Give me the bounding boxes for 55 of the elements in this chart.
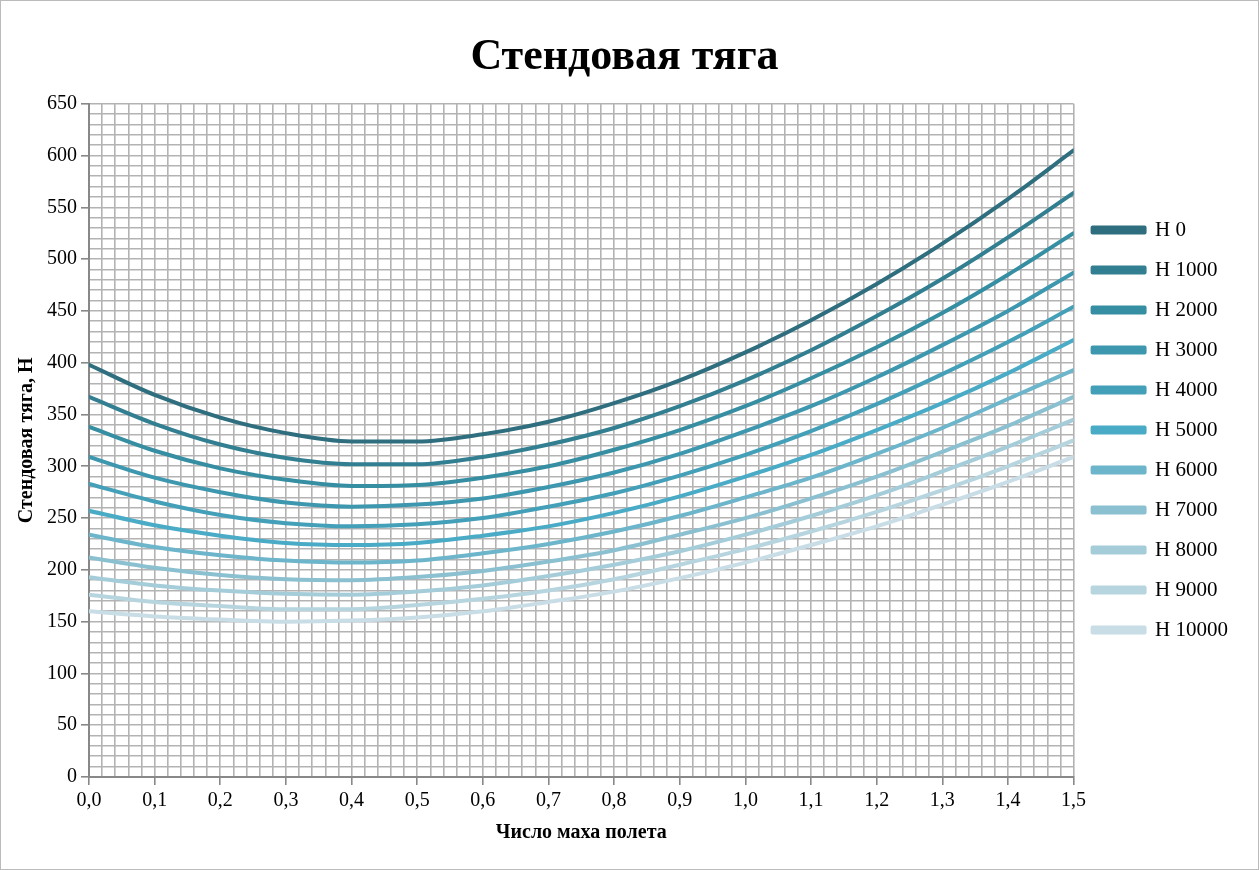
- legend-label: H 2000: [1155, 296, 1218, 321]
- x-tick-label: 0,4: [339, 788, 365, 811]
- x-axis-title: Число маха полета: [495, 820, 667, 843]
- y-tick-label: 600: [47, 142, 77, 165]
- line-series: [89, 394, 1074, 583]
- y-tick-label: 50: [57, 712, 77, 735]
- x-tick-label: 0,1: [142, 788, 168, 811]
- legend-label: H 8000: [1155, 536, 1218, 561]
- x-tick-label: 1,5: [1061, 788, 1087, 811]
- line-series: [89, 438, 1074, 612]
- line-series: [89, 367, 1074, 565]
- chart-title: Стендовая тяга: [470, 29, 779, 79]
- x-tick-label: 1,4: [995, 788, 1021, 811]
- y-tick-label: 200: [47, 557, 77, 580]
- x-tick-label: 1,2: [864, 788, 890, 811]
- line-series: [89, 417, 1074, 597]
- line-series: [89, 454, 1074, 624]
- y-tick-label: 450: [47, 298, 77, 321]
- x-tick-label: 1,1: [798, 788, 824, 811]
- x-tick-label: 0,5: [404, 788, 430, 811]
- line-series: [89, 148, 1074, 444]
- y-tick-label: 650: [47, 91, 77, 114]
- x-tick-label: 0,7: [535, 788, 561, 811]
- line-series: [89, 190, 1074, 467]
- x-tick-label: 0,8: [601, 788, 627, 811]
- x-tick-label: 0,9: [667, 788, 693, 811]
- x-tick-label: 0,0: [76, 788, 102, 811]
- x-tick-label: 1,0: [732, 788, 758, 811]
- legend-label: H 7000: [1155, 496, 1218, 521]
- line-series: [89, 304, 1074, 529]
- x-tick-label: 0,6: [470, 788, 496, 811]
- legend-label: H 1000: [1155, 256, 1218, 281]
- legend-label: H 4000: [1155, 376, 1218, 401]
- legend-label: H 9000: [1155, 576, 1218, 601]
- y-tick-label: 0: [67, 764, 77, 787]
- legend-label: H 10000: [1155, 616, 1229, 641]
- legend-label: H 6000: [1155, 456, 1218, 481]
- y-tick-label: 100: [47, 660, 77, 683]
- line-series: [89, 270, 1074, 509]
- y-axis-title: Стендовая тяга, Н: [14, 357, 37, 524]
- line-series: [89, 231, 1074, 488]
- y-tick-label: 150: [47, 608, 77, 631]
- y-tick-label: 250: [47, 505, 77, 528]
- line-series: [89, 337, 1074, 548]
- legend-label: H 3000: [1155, 336, 1218, 361]
- y-tick-label: 550: [47, 194, 77, 217]
- x-tick-label: 0,3: [273, 788, 299, 811]
- y-tick-label: 500: [47, 246, 77, 269]
- legend-label: H 0: [1155, 216, 1187, 241]
- x-tick-label: 1,3: [929, 788, 955, 811]
- legend-label: H 5000: [1155, 416, 1218, 441]
- y-tick-label: 400: [47, 349, 77, 372]
- y-tick-label: 300: [47, 453, 77, 476]
- x-tick-label: 0,2: [207, 788, 233, 811]
- y-tick-label: 350: [47, 401, 77, 424]
